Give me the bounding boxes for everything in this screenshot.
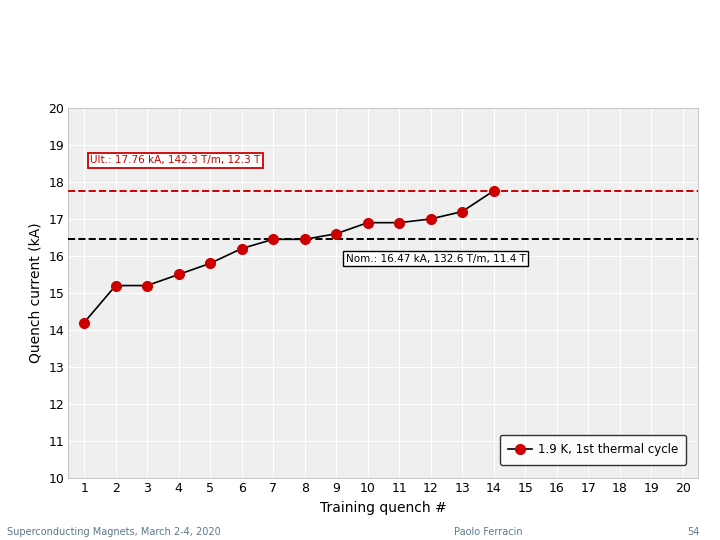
Text: Paolo Ferracin: Paolo Ferracin [454,527,522,537]
Y-axis label: Quench current (kA): Quench current (kA) [29,222,42,363]
1.9 K, 1st thermal cycle [490,187,498,194]
Text: MQXFS01 test: MQXFS01 test [307,10,513,37]
1.9 K, 1st thermal cycle [238,245,246,252]
1.9 K, 1st thermal cycle [458,208,467,215]
1.9 K, 1st thermal cycle [364,219,372,226]
Text: Ult.: 17.76 kA, 142.3 T/m, 12.3 T: Ult.: 17.76 kA, 142.3 T/m, 12.3 T [91,156,261,165]
1.9 K, 1st thermal cycle [80,319,89,326]
1.9 K, 1st thermal cycle [174,271,183,278]
1.9 K, 1st thermal cycle [395,219,403,226]
1.9 K, 1st thermal cycle [206,260,215,267]
X-axis label: Training quench #: Training quench # [320,501,447,515]
1.9 K, 1st thermal cycle [269,236,277,242]
Line: 1.9 K, 1st thermal cycle: 1.9 K, 1st thermal cycle [79,186,498,327]
Legend: 1.9 K, 1st thermal cycle: 1.9 K, 1st thermal cycle [500,435,686,464]
1.9 K, 1st thermal cycle [300,236,309,242]
Text: 54: 54 [688,527,700,537]
1.9 K, 1st thermal cycle [112,282,120,289]
Text: Superconducting Magnets, March 2-4, 2020: Superconducting Magnets, March 2-4, 2020 [7,527,221,537]
1.9 K, 1st thermal cycle [143,282,151,289]
1.9 K, 1st thermal cycle [426,215,435,222]
Text: First test of HiLumi Nb$_3$Sn IR quadrupole: First test of HiLumi Nb$_3$Sn IR quadrup… [130,52,690,80]
1.9 K, 1st thermal cycle [332,231,341,237]
Text: Nom.: 16.47 kA, 132.6 T/m, 11.4 T: Nom.: 16.47 kA, 132.6 T/m, 11.4 T [346,253,526,264]
Text: BERKELEY: BERKELEY [9,15,64,25]
Text: LAB: LAB [9,36,30,45]
